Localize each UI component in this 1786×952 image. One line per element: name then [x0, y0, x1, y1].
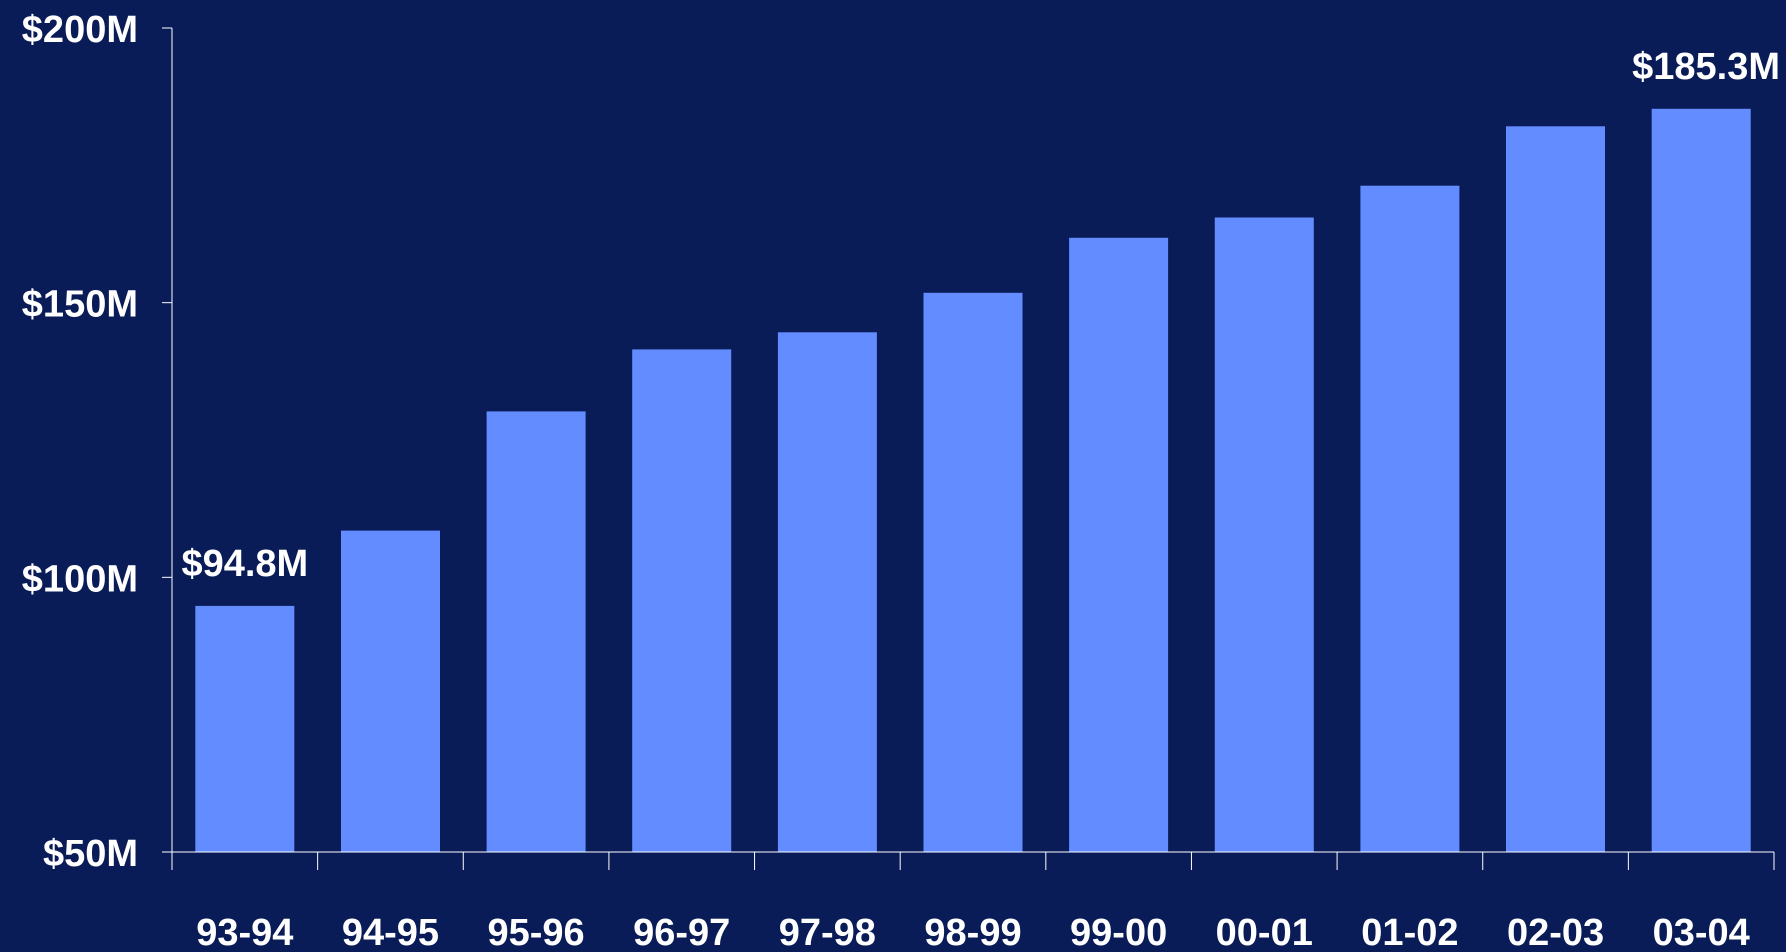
bar-99-00 [1069, 237, 1169, 853]
x-tick-label-01-02: 01-02 [1361, 912, 1458, 952]
data-label-03-04: $185.3M [1632, 46, 1780, 88]
bar-01-02 [1360, 185, 1460, 852]
y-tick-label-50: $50M [43, 833, 138, 875]
x-tick-label-97-98: 97-98 [779, 912, 876, 952]
y-tick-label-150: $150M [22, 284, 138, 326]
x-tick-label-99-00: 99-00 [1070, 912, 1167, 952]
bar-03-04 [1651, 108, 1751, 853]
x-tick-label-02-03: 02-03 [1507, 912, 1604, 952]
x-tick-label-93-94: 93-94 [196, 912, 293, 952]
x-tick-label-96-97: 96-97 [633, 912, 730, 952]
x-tick-label-98-99: 98-99 [924, 912, 1021, 952]
y-tick-label-100: $100M [22, 558, 138, 600]
x-tick-label-00-01: 00-01 [1216, 912, 1313, 952]
bar-95-96 [486, 411, 586, 852]
bar-98-99 [923, 292, 1023, 852]
bar-94-95 [341, 530, 440, 852]
bar-02-03 [1506, 126, 1605, 853]
axes-group [162, 27, 1775, 870]
labels-group: $50M $100M $150M $200M 93-94 94-95 95-96 96-97 9… [22, 9, 1780, 952]
bar-00-01 [1214, 217, 1314, 852]
x-tick-label-03-04: 03-04 [1653, 912, 1750, 952]
data-label-93-94: $94.8M [181, 543, 308, 585]
x-tick-label-95-96: 95-96 [487, 912, 584, 952]
x-tick-label-94-95: 94-95 [342, 912, 439, 952]
bar-97-98 [777, 332, 877, 852]
bars-group [195, 108, 1751, 853]
bar-93-94 [195, 605, 295, 852]
y-tick-label-200: $200M [22, 9, 138, 51]
bar-96-97 [632, 349, 732, 852]
